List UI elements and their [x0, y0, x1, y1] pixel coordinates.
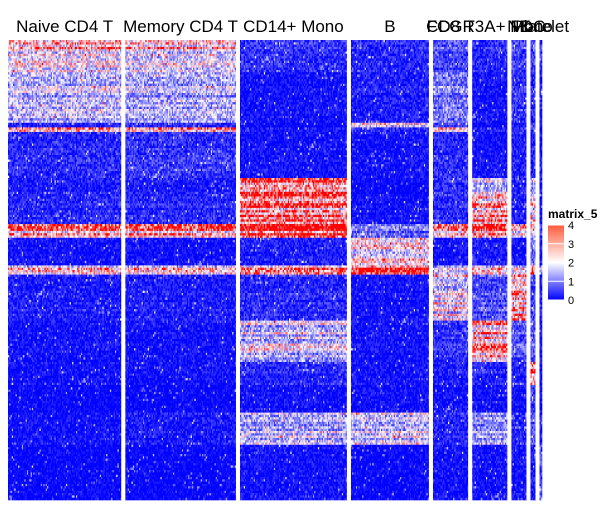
heatmap-cell — [541, 42, 543, 45]
cluster-label: B — [384, 17, 395, 36]
cluster-label: Platelet — [512, 17, 569, 36]
heatmap-cell — [541, 47, 543, 50]
heatmap-cells — [8, 40, 542, 500]
cluster-labels: Naive CD4 T Memory CD4 T CD14+ Mono B CD8 TF… — [16, 17, 569, 36]
cluster-label: CD14+ Mono — [243, 17, 344, 36]
heatmap-cell — [541, 40, 543, 43]
cluster-label: Memory CD4 T — [123, 17, 238, 36]
heatmap-cell — [541, 45, 543, 48]
cluster-label: Naive CD4 T — [16, 17, 113, 36]
